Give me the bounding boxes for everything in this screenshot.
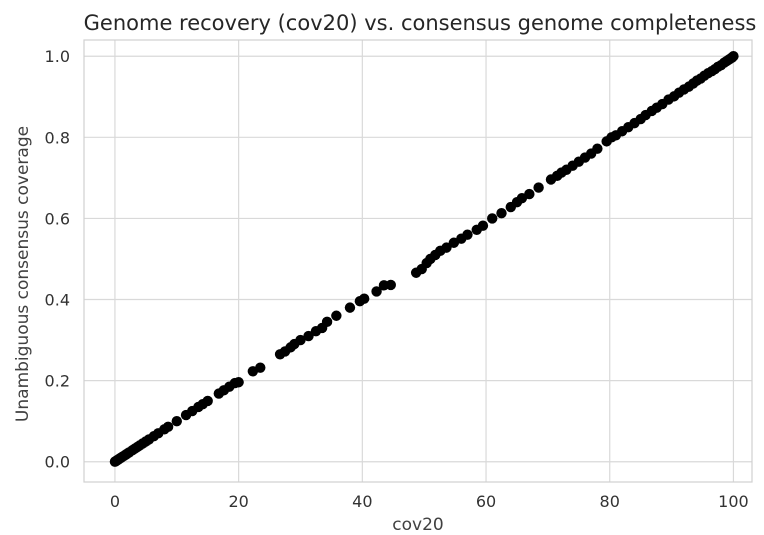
- y-tick-label: 0.6: [45, 209, 70, 228]
- data-point: [533, 182, 544, 193]
- x-tick-label: 60: [476, 492, 496, 511]
- y-tick-label: 0.2: [45, 372, 70, 391]
- data-point: [171, 415, 182, 427]
- x-axis-ticks: 0 20 40 60 80 100: [110, 492, 749, 511]
- y-tick-label: 0.0: [45, 453, 70, 472]
- x-tick-label: 20: [228, 492, 248, 511]
- data-point: [728, 51, 739, 62]
- grid-lines: [84, 40, 752, 482]
- data-point: [255, 362, 266, 373]
- data-point: [385, 279, 396, 291]
- y-axis-ticks: 0.0 0.2 0.4 0.6 0.8 1.0: [45, 47, 70, 472]
- x-axis-label: cov20: [392, 515, 443, 535]
- y-tick-label: 0.4: [45, 291, 70, 310]
- data-point: [496, 207, 507, 219]
- data-point: [202, 395, 213, 407]
- data-point: [487, 213, 498, 224]
- y-tick-label: 0.8: [45, 128, 70, 147]
- data-point: [233, 377, 244, 388]
- y-tick-label: 1.0: [45, 47, 70, 66]
- data-point: [358, 293, 370, 304]
- data-point: [321, 316, 333, 328]
- data-point: [295, 334, 306, 346]
- data-point: [524, 188, 535, 200]
- y-axis-label: Unambiguous consensus coverage: [13, 126, 33, 422]
- data-point: [477, 220, 489, 231]
- chart-title: Genome recovery (cov20) vs. consensus ge…: [84, 11, 757, 35]
- data-points: [109, 51, 739, 467]
- data-point: [162, 421, 174, 433]
- x-tick-label: 40: [352, 492, 372, 511]
- data-point: [331, 310, 342, 321]
- data-point: [371, 286, 382, 297]
- data-point: [592, 143, 603, 154]
- x-tick-label: 100: [718, 492, 749, 511]
- plot-area-frame: [83, 39, 753, 483]
- x-tick-label: 0: [110, 492, 120, 511]
- data-point: [441, 242, 452, 253]
- data-point: [303, 330, 314, 342]
- data-point: [462, 229, 473, 240]
- data-point: [344, 302, 356, 313]
- x-tick-label: 80: [600, 492, 620, 511]
